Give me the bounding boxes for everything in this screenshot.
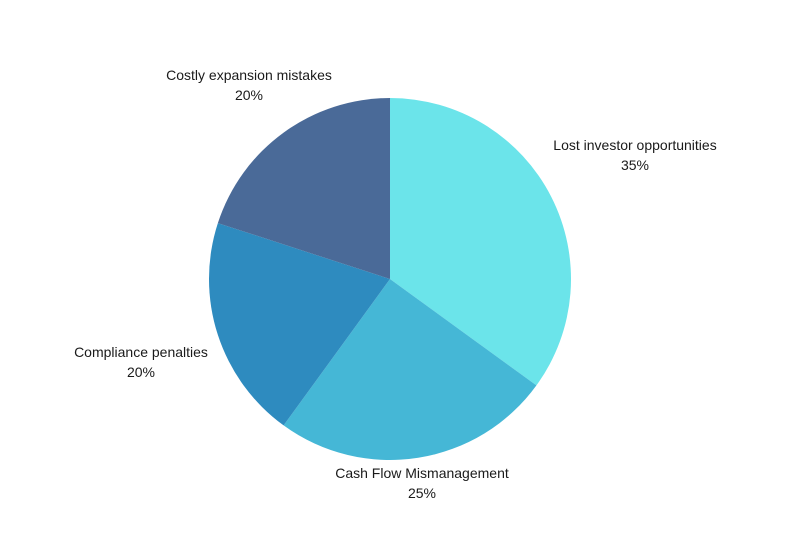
slice-value-compliance-penalties: 20% (127, 364, 155, 380)
slice-label-compliance-penalties: Compliance penalties (74, 344, 208, 360)
pie-slice-lost-investor-opportunities (390, 98, 571, 386)
pie-slice-compliance-penalties (209, 223, 390, 426)
pie-slices (209, 98, 571, 460)
pie-labels: Lost investor opportunities 35% Cash Flow … (74, 67, 717, 501)
slice-value-costly-expansion-mistakes: 20% (235, 87, 263, 103)
slice-label-lost-investor-opportunities: Lost investor opportunities (553, 137, 716, 153)
slice-label-cash-flow-mismanagement: Cash Flow Mismanagement (335, 465, 509, 481)
pie-slice-cash-flow-mismanagement (283, 279, 537, 460)
slice-value-lost-investor-opportunities: 35% (621, 157, 649, 173)
slice-label-costly-expansion-mistakes: Costly expansion mistakes (166, 67, 332, 83)
slice-value-cash-flow-mismanagement: 25% (408, 485, 436, 501)
pie-slice-costly-expansion-mistakes (217, 98, 390, 279)
